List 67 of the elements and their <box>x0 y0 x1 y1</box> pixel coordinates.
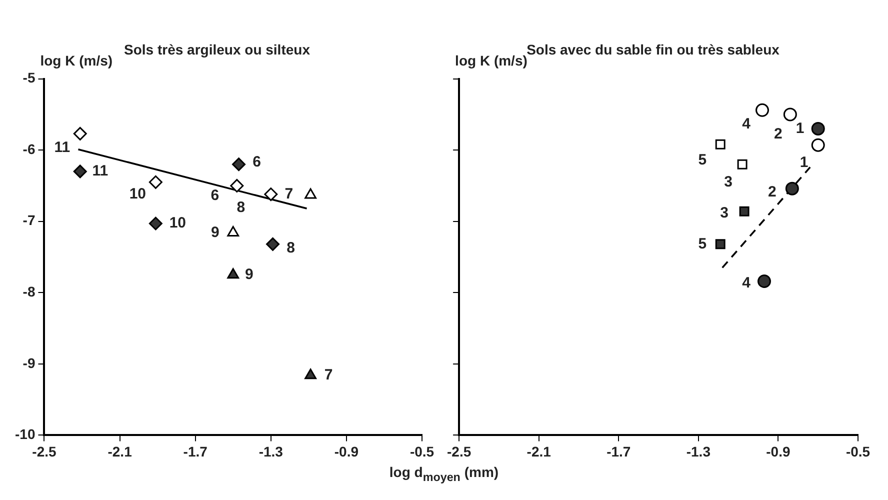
y-tick-label: -10 <box>15 426 36 442</box>
point <box>264 188 278 202</box>
annotation: 10 <box>169 214 186 232</box>
y-tick-label: -6 <box>22 140 36 157</box>
point <box>811 122 825 136</box>
x-tick-label: -2.1 <box>108 443 132 460</box>
annotation: 6 <box>252 153 261 170</box>
point <box>715 239 726 250</box>
annotation: 7 <box>324 366 333 384</box>
x-tick-label: -0.5 <box>410 443 434 460</box>
x-tick-label: -0.9 <box>766 443 790 460</box>
annotation: 11 <box>54 138 70 156</box>
point <box>737 159 748 170</box>
y-axis-title: log K (m/s) <box>455 52 528 69</box>
annotation: 6 <box>210 186 220 204</box>
point <box>266 237 280 251</box>
annotation: 9 <box>210 224 220 241</box>
x-tick-label: -1.7 <box>606 443 631 460</box>
annotation: 10 <box>129 185 146 202</box>
point <box>811 138 825 152</box>
y-tick-label: -7 <box>22 212 36 228</box>
annotation: 3 <box>724 173 732 190</box>
x-tick-label: -0.9 <box>334 443 359 460</box>
point <box>73 126 87 140</box>
y-axis-title: log K (m/s) <box>40 52 113 69</box>
x-tick-label: -1.3 <box>686 443 711 460</box>
x-tick-label: -2.5 <box>447 443 472 460</box>
annotation: 3 <box>720 204 728 222</box>
annotation: 4 <box>742 274 752 292</box>
annotation: 9 <box>244 266 254 283</box>
point <box>304 188 317 199</box>
point <box>73 164 87 178</box>
annotation: 1 <box>800 154 808 172</box>
point <box>148 175 162 189</box>
chart-title: Sols très argileux ou silteux <box>124 41 310 58</box>
point <box>739 206 750 216</box>
point <box>715 139 726 150</box>
point <box>148 216 162 230</box>
point <box>758 274 771 288</box>
y-tick-label: -9 <box>22 354 36 371</box>
point <box>230 178 244 192</box>
point <box>227 226 240 237</box>
chart-title: Sols avec du sable fin ou très sableux <box>526 41 780 58</box>
point <box>232 158 246 172</box>
annotation: 11 <box>92 162 108 180</box>
point <box>785 182 799 196</box>
point <box>227 268 240 279</box>
annotation: 8 <box>236 198 246 216</box>
annotation: 2 <box>774 126 782 143</box>
x-axis-title: log d$_{moyen}$ (mm) <box>388 464 500 484</box>
annotation: 4 <box>742 115 752 132</box>
x-tick-label: -0.5 <box>846 443 870 460</box>
annotation: 5 <box>698 235 707 252</box>
y-tick-label: -5 <box>22 70 36 86</box>
annotation: 7 <box>284 185 294 202</box>
annotation: 1 <box>796 120 804 137</box>
y-tick-label: -8 <box>22 284 36 300</box>
annotation: 5 <box>698 152 707 169</box>
x-tick-label: -2.1 <box>526 443 552 460</box>
point <box>304 368 317 380</box>
x-tick-label: -1.3 <box>258 443 284 460</box>
point <box>756 103 770 117</box>
x-tick-label: -2.5 <box>32 443 57 460</box>
annotation: 8 <box>286 239 295 256</box>
point <box>783 108 797 122</box>
annotation: 2 <box>768 184 776 201</box>
x-tick-label: -1.7 <box>183 443 208 460</box>
